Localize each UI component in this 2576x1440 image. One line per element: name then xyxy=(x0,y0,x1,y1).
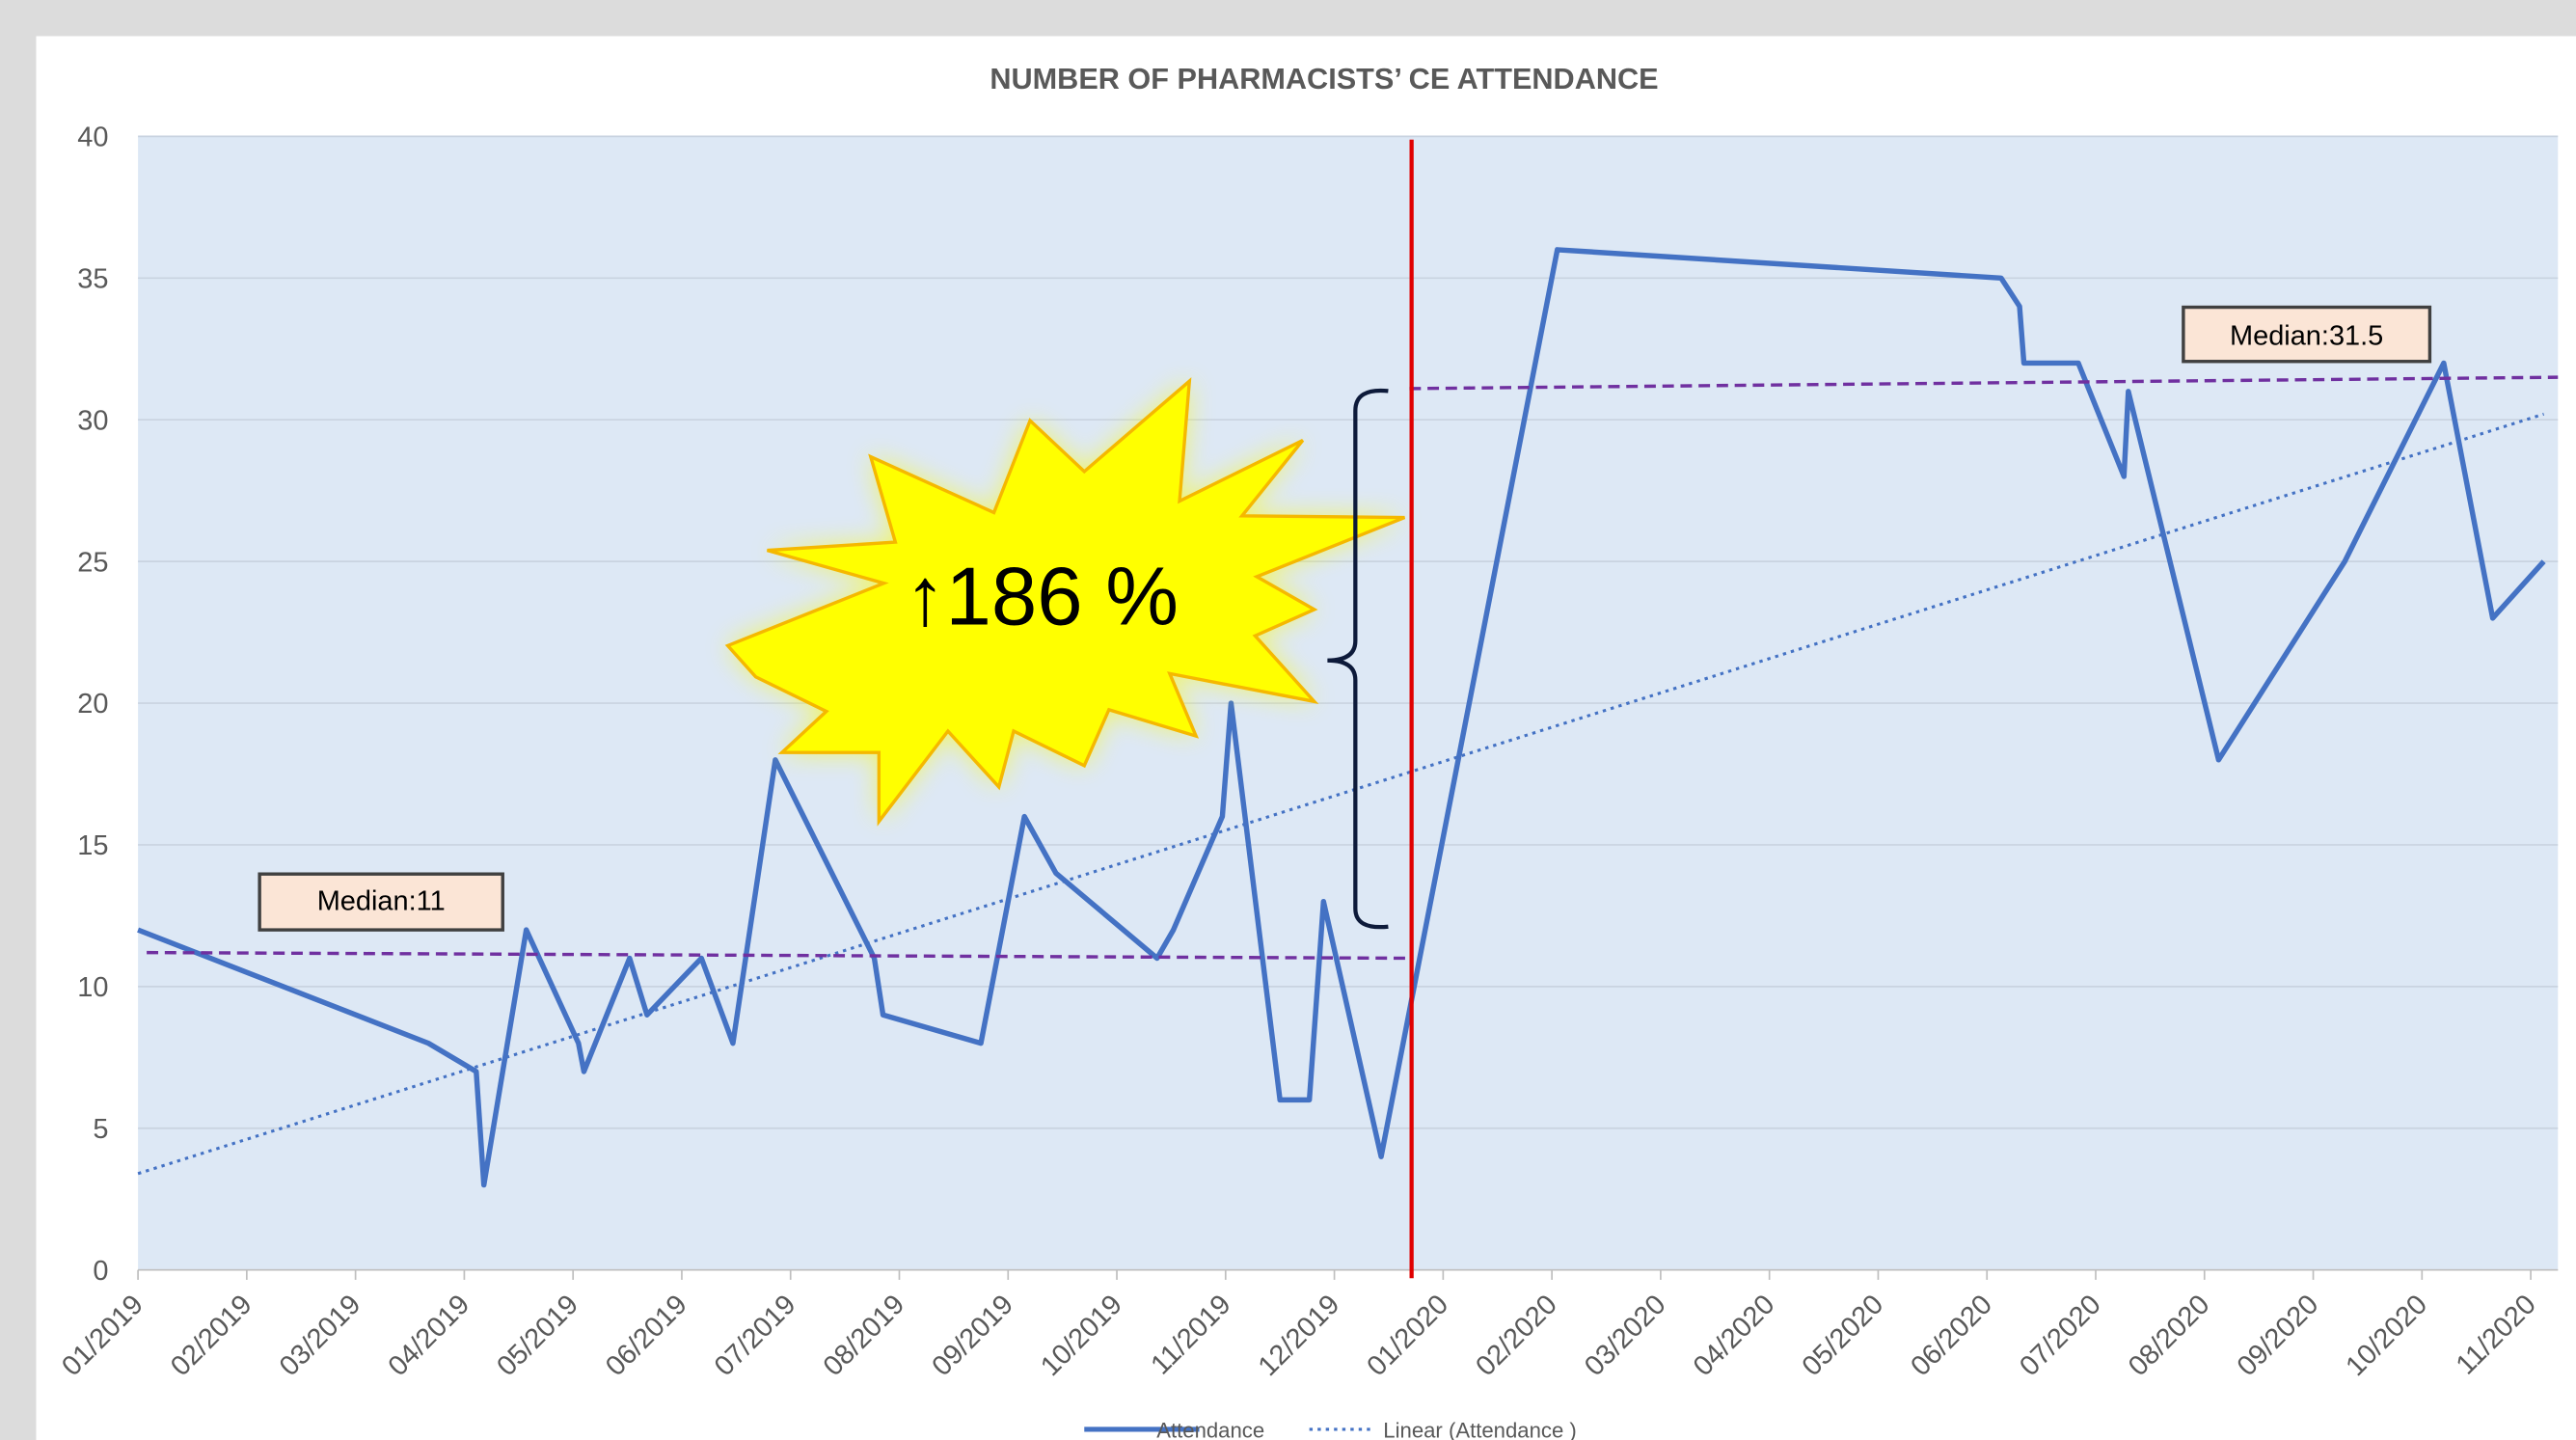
y-tick-label: 0 xyxy=(93,1256,108,1287)
y-tick-label: 5 xyxy=(93,1114,108,1145)
y-tick-label: 15 xyxy=(77,830,108,861)
median-label: Median:11 xyxy=(317,886,446,917)
y-tick-label: 10 xyxy=(77,972,108,1003)
page: {"chart_data":{"type":"line","title":"NU… xyxy=(0,0,2576,1440)
y-tick-label: 20 xyxy=(77,689,108,720)
chart-title: NUMBER OF PHARMACISTS’ CE ATTENDANCE xyxy=(990,63,1658,95)
legend-label: Attendance xyxy=(1156,1418,1264,1440)
y-tick-label: 35 xyxy=(77,264,108,295)
y-tick-label: 25 xyxy=(77,547,108,578)
legend-label: Linear (Attendance ) xyxy=(1383,1418,1576,1440)
y-tick-label: 40 xyxy=(77,122,108,153)
y-tick-label: 30 xyxy=(77,405,108,436)
chart: NUMBER OF PHARMACISTS’ CE ATTENDANCE 0 5 1… xyxy=(0,0,2576,1440)
increase-annotation: ↑186 % xyxy=(905,551,1179,642)
median-label: Median:31.5 xyxy=(2230,321,2383,352)
